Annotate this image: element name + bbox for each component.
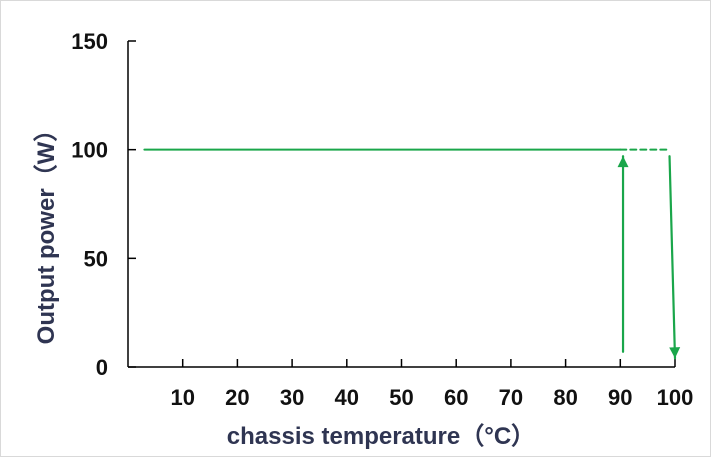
x-tick-label: 90 bbox=[608, 385, 632, 410]
x-axis-title: chassis temperature（°C） bbox=[227, 423, 535, 450]
up-arrow-head bbox=[617, 156, 629, 168]
plot-layer: 0 50 100 150 10 20 30 40 50 60 70 80 90 100 bbox=[71, 29, 693, 410]
y-axis-title: Output power（W） bbox=[33, 118, 60, 345]
x-tick-label: 40 bbox=[335, 385, 359, 410]
x-tick-label: 80 bbox=[553, 385, 577, 410]
x-tick-label: 20 bbox=[225, 385, 249, 410]
x-tick-label: 10 bbox=[170, 385, 194, 410]
x-tick-label: 70 bbox=[499, 385, 523, 410]
x-tick-label: 60 bbox=[444, 385, 468, 410]
down-arrow-shaft bbox=[668, 155, 677, 360]
down-arrow-head bbox=[669, 347, 681, 359]
x-tick-label: 50 bbox=[389, 385, 413, 410]
y-tick-label: 50 bbox=[84, 246, 108, 271]
x-tick-label: 30 bbox=[280, 385, 304, 410]
y-tick-label: 100 bbox=[71, 138, 108, 163]
x-tick-label: 100 bbox=[657, 385, 694, 410]
y-tick-label: 150 bbox=[71, 29, 108, 54]
y-tick-label: 0 bbox=[96, 355, 108, 380]
